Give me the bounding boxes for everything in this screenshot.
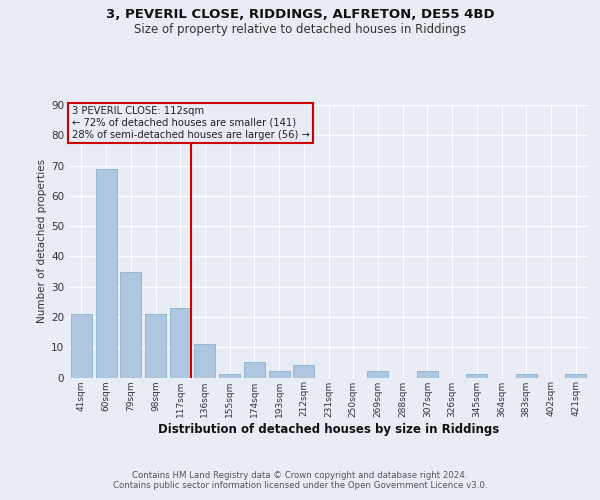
Bar	[219, 374, 240, 378]
Bar	[194, 344, 215, 378]
Bar	[565, 374, 586, 378]
Y-axis label: Number of detached properties: Number of detached properties	[37, 159, 47, 324]
Bar	[244, 362, 265, 378]
Bar	[95, 168, 116, 378]
Bar	[516, 374, 537, 378]
Text: Size of property relative to detached houses in Riddings: Size of property relative to detached ho…	[134, 22, 466, 36]
Bar	[269, 372, 290, 378]
Bar	[170, 308, 191, 378]
Bar	[145, 314, 166, 378]
Text: Distribution of detached houses by size in Riddings: Distribution of detached houses by size …	[158, 422, 499, 436]
Bar	[293, 366, 314, 378]
Bar	[71, 314, 92, 378]
Text: 3, PEVERIL CLOSE, RIDDINGS, ALFRETON, DE55 4BD: 3, PEVERIL CLOSE, RIDDINGS, ALFRETON, DE…	[106, 8, 494, 20]
Bar	[120, 272, 141, 378]
Text: 3 PEVERIL CLOSE: 112sqm
← 72% of detached houses are smaller (141)
28% of semi-d: 3 PEVERIL CLOSE: 112sqm ← 72% of detache…	[71, 106, 310, 140]
Bar	[367, 372, 388, 378]
Bar	[466, 374, 487, 378]
Text: Contains HM Land Registry data © Crown copyright and database right 2024.
Contai: Contains HM Land Registry data © Crown c…	[113, 471, 487, 490]
Bar	[417, 372, 438, 378]
